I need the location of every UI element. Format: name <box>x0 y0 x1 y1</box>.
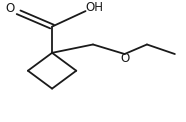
Text: O: O <box>120 52 129 65</box>
Text: OH: OH <box>86 1 104 14</box>
Text: O: O <box>6 2 15 15</box>
